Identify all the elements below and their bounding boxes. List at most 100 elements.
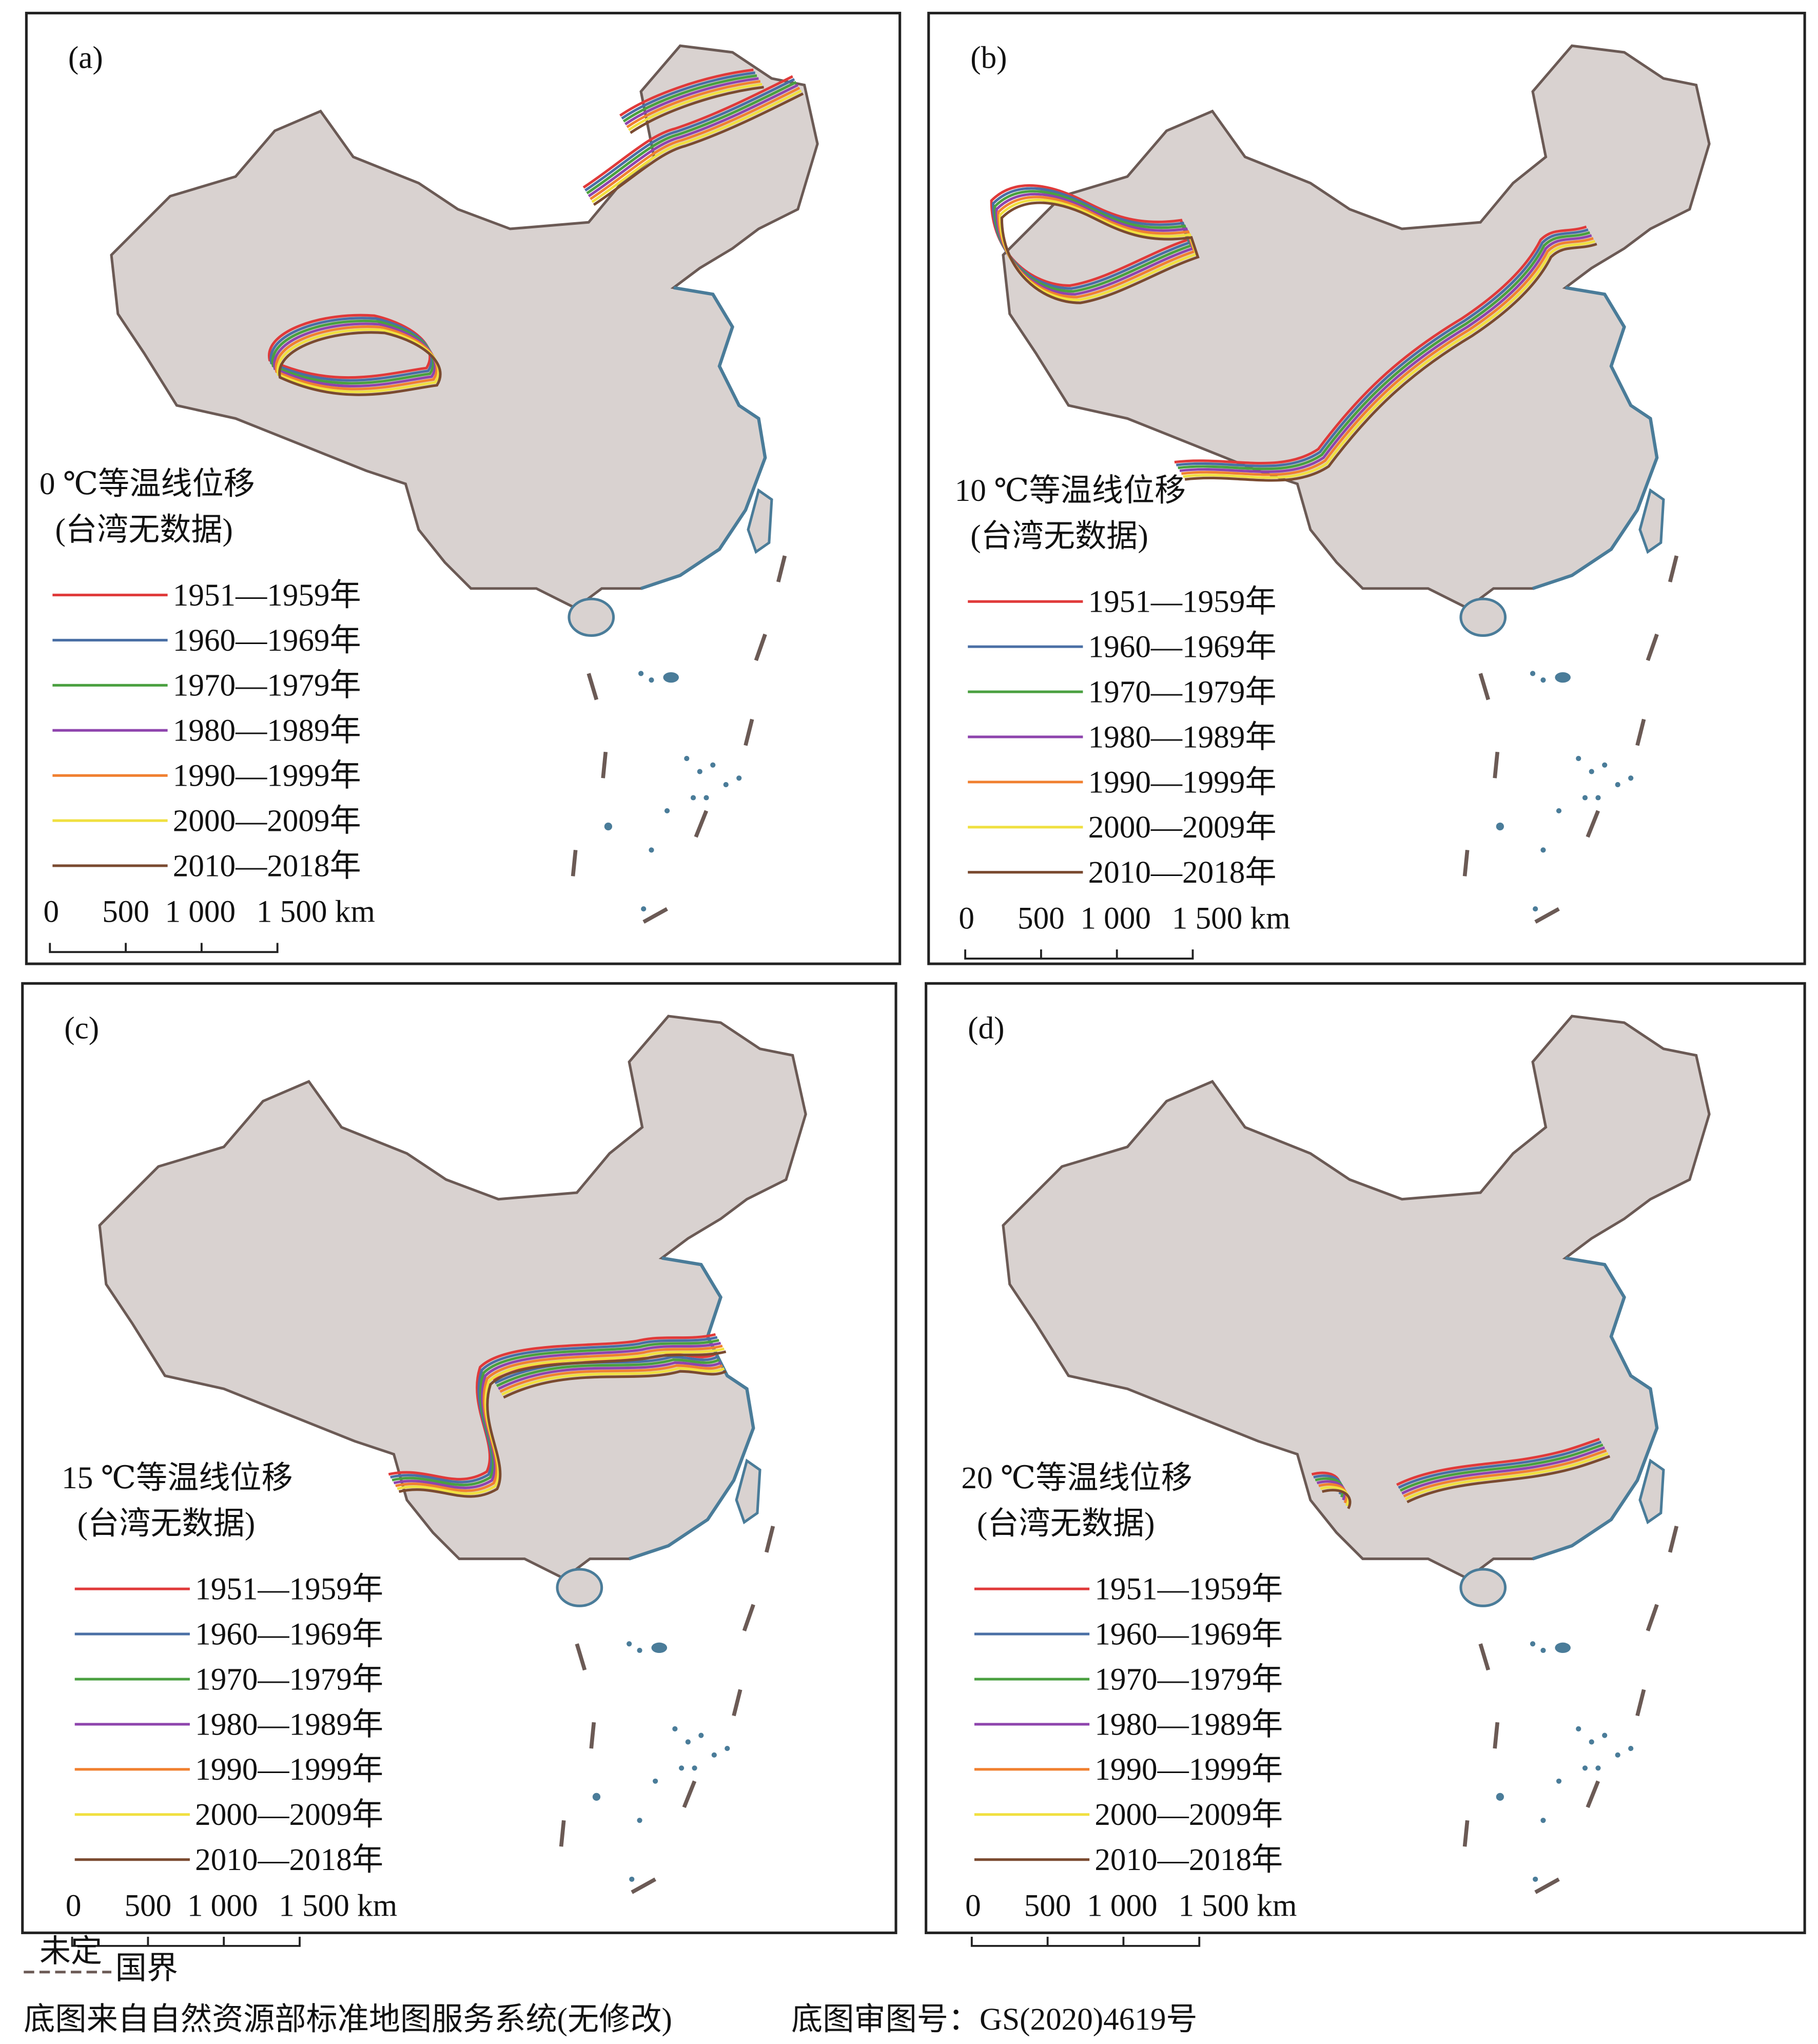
source-text: 底图来自自然资源部标准地图服务系统(无修改) <box>24 2002 672 2037</box>
isotherm-line <box>586 74 797 194</box>
isotherm-line <box>388 1333 716 1481</box>
legend-entry: 1951—1959年 <box>1094 1572 1283 1607</box>
china-map <box>111 46 817 922</box>
legend-title: 0 ℃等温线位移 <box>40 467 255 501</box>
isotherm-line <box>590 80 800 200</box>
isotherm-line <box>1176 228 1589 468</box>
scale-label: 500 <box>125 1889 172 1923</box>
isotherm-line <box>501 1367 725 1396</box>
isotherm-line <box>1320 1452 1609 1507</box>
isotherm-line <box>593 86 804 206</box>
scale-bar <box>964 949 1194 960</box>
scale-label: 1 000 <box>165 895 236 929</box>
legend-entry: 1960—1969年 <box>173 624 361 658</box>
isotherm-line <box>1179 234 1592 473</box>
legend-entry: 1951—1959年 <box>195 1572 383 1607</box>
legend-title: 20 ℃等温线位移 <box>961 1461 1193 1495</box>
legend-entry: 2010—2018年 <box>173 849 361 883</box>
isotherm-line <box>1000 201 1200 304</box>
scale-label: 500 <box>1024 1889 1071 1923</box>
scale-bar <box>71 1937 301 1947</box>
approval-text: 底图审图号：GS(2020)4619号 <box>791 2002 1197 2037</box>
legend-entry: 1980—1989年 <box>195 1707 383 1742</box>
legend-entry: 1970—1979年 <box>1088 675 1277 709</box>
legend-entry: 2000—2009年 <box>1088 810 1277 845</box>
scale-label: 0 <box>959 901 974 936</box>
undetermined-label: 未定 <box>40 1934 102 1969</box>
isotherm-line <box>499 1364 724 1393</box>
legend-entry: 1951—1959年 <box>173 578 361 613</box>
scale-bar <box>970 1937 1201 1947</box>
legend-entry: 2010—2018年 <box>195 1843 383 1877</box>
legend-entry: 1960—1969年 <box>195 1617 383 1651</box>
china-map <box>990 46 1709 922</box>
legend-entry: 2010—2018年 <box>1088 855 1277 890</box>
isotherm-line <box>1181 237 1594 476</box>
isotherm-line <box>390 1336 718 1484</box>
legend-entry: 1990—1999年 <box>195 1753 383 1787</box>
china-map <box>1003 1016 1709 1892</box>
legend-title: 15 ℃等温线位移 <box>62 1461 293 1495</box>
scale-label: 1 500 km <box>1172 901 1291 936</box>
isotherm-line <box>1174 225 1587 465</box>
isotherm-line <box>397 1347 725 1495</box>
legend-entry: 2010—2018年 <box>1094 1843 1283 1877</box>
isotherm-line <box>588 77 799 198</box>
isotherm-line <box>1322 1455 1611 1509</box>
china-map <box>100 1016 806 1892</box>
panel-label: (a) <box>68 41 103 75</box>
panel-label: (b) <box>970 41 1007 75</box>
scale-label: 1 000 <box>1080 901 1151 936</box>
legend-entry: 1980—1989年 <box>173 714 361 748</box>
isotherm-line <box>1316 1446 1606 1501</box>
legend-entry: 2000—2009年 <box>173 804 361 838</box>
legend-subtitle: (台湾无数据) <box>977 1507 1155 1541</box>
isotherm-line <box>392 1339 719 1487</box>
isotherm-line <box>496 1358 720 1387</box>
isotherm-line <box>278 331 442 396</box>
map-panel: (b) 10 ℃等温线位移 (台湾无数据) 1951—1959年 1960—1969年 1… <box>927 11 1806 965</box>
isotherm-line <box>582 68 793 189</box>
isotherm-line <box>398 1350 727 1498</box>
legend-entry: 1960—1969年 <box>1094 1617 1283 1651</box>
legend-entry: 1970—1979年 <box>173 669 361 703</box>
isotherm-line <box>395 1345 723 1492</box>
isotherm-line <box>498 1361 721 1390</box>
isotherm-line <box>393 1341 721 1489</box>
scale-bar <box>49 943 279 953</box>
legend-entry: 2000—2009年 <box>1094 1798 1283 1832</box>
legend-entry: 1970—1979年 <box>195 1662 383 1697</box>
footer: 未定 国界 底图来自自然资源部标准地图服务系统(无修改) 底图审图号：GS(20… <box>24 1934 1198 2037</box>
isotherm-line <box>591 83 802 203</box>
map-panel: (d) 20 ℃等温线位移 (台湾无数据) 1951—1959年 1960—1969年 1… <box>925 982 1806 1947</box>
legend-subtitle: (台湾无数据) <box>970 519 1148 554</box>
scale-label: 0 <box>66 1889 82 1923</box>
scale-label: 500 <box>102 895 149 929</box>
scale-label: 1 000 <box>1087 1889 1158 1923</box>
scale-label: 0 <box>44 895 60 929</box>
legend-subtitle: (台湾无数据) <box>55 513 232 547</box>
legend-entry: 1951—1959年 <box>1088 585 1277 619</box>
scale-label: 500 <box>1018 901 1065 936</box>
isotherm-line <box>1183 240 1596 479</box>
scale-label: 1 000 <box>187 1889 258 1923</box>
scale-label: 0 <box>965 1889 981 1923</box>
scale-label: 1 500 km <box>1178 1889 1297 1923</box>
legend-entry: 1990—1999年 <box>1094 1753 1283 1787</box>
legend-entry: 1980—1989年 <box>1088 720 1277 754</box>
legend-entry: 1960—1969年 <box>1088 630 1277 665</box>
border-label: 国界 <box>115 1952 178 1986</box>
legend-entry: 1990—1999年 <box>1088 765 1277 800</box>
scale-label: 1 500 km <box>279 1889 397 1923</box>
legend-entry: 1970—1979年 <box>1094 1662 1283 1697</box>
map-panel: (a) 0 ℃等温线位移 (台湾无数据) 1951—1959年 1960—1969年 19… <box>25 11 902 965</box>
panel-label: (d) <box>968 1011 1004 1045</box>
isotherm-line <box>584 71 795 192</box>
legend-title: 10 ℃等温线位移 <box>955 474 1186 508</box>
legend-entry: 1980—1989年 <box>1094 1707 1283 1742</box>
scale-label: 1 500 km <box>257 895 375 929</box>
legend-entry: 2000—2009年 <box>195 1798 383 1832</box>
isotherm-line <box>1184 243 1597 482</box>
legend-entry: 1990—1999年 <box>173 759 361 793</box>
